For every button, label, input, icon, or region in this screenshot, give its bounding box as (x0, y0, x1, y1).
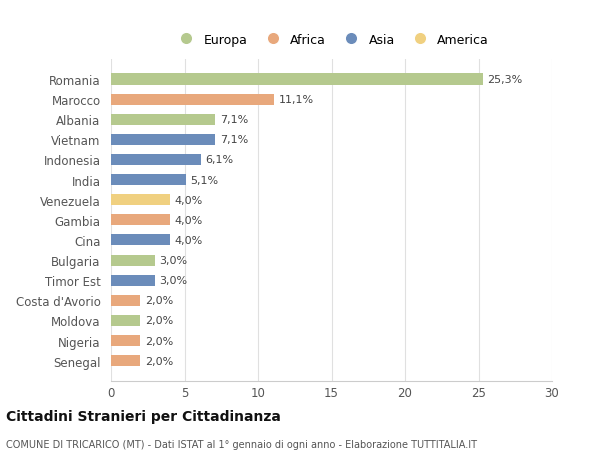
Text: 6,1%: 6,1% (205, 155, 233, 165)
Text: 25,3%: 25,3% (487, 75, 523, 85)
Text: 11,1%: 11,1% (278, 95, 314, 105)
Bar (111, 355, 140, 366)
Bar (111, 315, 140, 326)
Text: 4,0%: 4,0% (174, 195, 202, 205)
Text: Cittadini Stranieri per Cittadinanza: Cittadini Stranieri per Cittadinanza (6, 409, 281, 423)
Bar (111, 335, 140, 346)
Bar (111, 235, 170, 246)
Text: 4,0%: 4,0% (174, 215, 202, 225)
Text: 7,1%: 7,1% (220, 115, 248, 125)
Bar (111, 215, 170, 226)
Bar (111, 74, 483, 85)
Bar (111, 255, 155, 266)
Text: 3,0%: 3,0% (160, 275, 188, 285)
Bar (111, 295, 140, 306)
Text: 4,0%: 4,0% (174, 235, 202, 246)
Text: 3,0%: 3,0% (160, 256, 188, 265)
Bar (111, 95, 274, 106)
Text: 7,1%: 7,1% (220, 135, 248, 145)
Bar (111, 114, 215, 125)
Legend: Europa, Africa, Asia, America: Europa, Africa, Asia, America (174, 34, 489, 47)
Text: 5,1%: 5,1% (190, 175, 218, 185)
Bar (111, 174, 186, 186)
Text: 2,0%: 2,0% (145, 296, 173, 306)
Text: 2,0%: 2,0% (145, 316, 173, 326)
Bar (111, 155, 200, 166)
Bar (111, 134, 215, 146)
Bar (111, 195, 170, 206)
Bar (111, 275, 155, 286)
Text: 2,0%: 2,0% (145, 336, 173, 346)
Text: 2,0%: 2,0% (145, 356, 173, 366)
Text: COMUNE DI TRICARICO (MT) - Dati ISTAT al 1° gennaio di ogni anno - Elaborazione : COMUNE DI TRICARICO (MT) - Dati ISTAT al… (6, 440, 477, 449)
